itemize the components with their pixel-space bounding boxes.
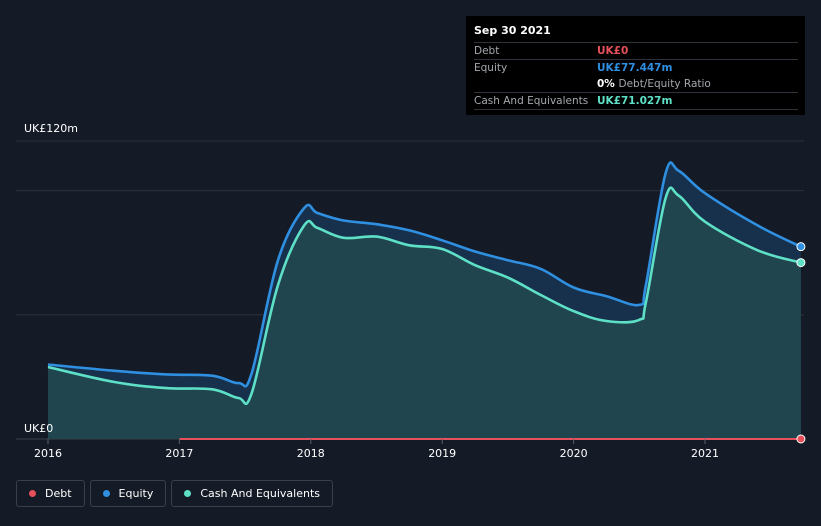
end-markers	[796, 242, 806, 444]
tooltip-row-ratio: 0% Debt/Equity Ratio	[474, 76, 798, 92]
tooltip-row-debt: Debt UK£0	[474, 42, 798, 59]
tooltip-cash-value: UK£71.027m	[597, 95, 673, 107]
tooltip-ratio: 0% Debt/Equity Ratio	[597, 76, 711, 92]
x-tick-2016: 2016	[34, 447, 62, 460]
marker-debt	[796, 434, 806, 444]
tooltip-cash-label: Cash And Equivalents	[474, 95, 589, 107]
tooltip-equity-value: UK£77.447m	[597, 62, 673, 74]
y-label-top: UK£120m	[24, 122, 78, 135]
tooltip-panel: Sep 30 2021 Debt UK£0 Equity UK£77.447m …	[466, 16, 805, 115]
legend-label-debt: Debt	[45, 487, 72, 500]
marker-cash-and-equivalents	[796, 258, 806, 268]
x-tick-2017: 2017	[165, 447, 193, 460]
x-axis-ticks: 2016 2017 2018 2019 2020 2021	[34, 439, 719, 460]
tooltip-date: Sep 30 2021	[474, 24, 551, 37]
series-lines	[47, 161, 802, 440]
line-cash-and-equivalents	[47, 186, 802, 406]
legend-label-equity: Equity	[118, 487, 154, 500]
tooltip-debt-value: UK£0	[597, 45, 629, 57]
x-tick-2020: 2020	[560, 447, 588, 460]
tooltip-ratio-label: Debt/Equity Ratio	[618, 78, 711, 90]
legend-item-cash[interactable]: Cash And Equivalents	[171, 480, 333, 507]
line-equity	[47, 161, 802, 388]
tooltip-equity-label: Equity	[474, 62, 508, 74]
legend-label-cash: Cash And Equivalents	[200, 487, 320, 500]
tooltip-debt-label: Debt	[474, 45, 500, 57]
legend-dot-equity	[102, 490, 110, 497]
x-tick-2019: 2019	[428, 447, 456, 460]
legend-dot-cash	[184, 490, 192, 497]
legend-item-debt[interactable]: Debt	[16, 480, 85, 507]
legend-item-equity[interactable]: Equity	[89, 480, 167, 507]
legend: Debt Equity Cash And Equivalents	[16, 480, 338, 507]
tooltip-row-equity: Equity UK£77.447m	[474, 59, 798, 76]
marker-equity	[796, 242, 806, 252]
tooltip-row-cash: Cash And Equivalents UK£71.027m	[474, 92, 798, 110]
area-cash-and-equivalents	[48, 187, 801, 439]
legend-dot-debt	[29, 490, 36, 497]
x-tick-2021: 2021	[691, 447, 719, 460]
x-tick-2018: 2018	[297, 447, 325, 460]
series-areas	[48, 162, 801, 440]
y-label-bottom: UK£0	[24, 422, 53, 435]
tooltip-ratio-value: 0%	[597, 78, 615, 90]
